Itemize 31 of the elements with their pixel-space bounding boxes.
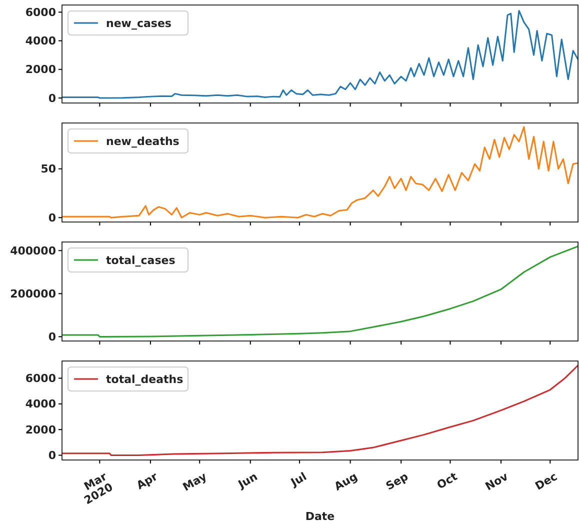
y-tick-label: 6000 — [25, 6, 56, 20]
x-tick-label: Jun — [235, 470, 260, 492]
y-tick-label: 0 — [48, 92, 56, 105]
y-tick-label: 4000 — [25, 34, 56, 48]
y-tick-label: 50 — [40, 162, 56, 176]
legend-label: total_deaths — [106, 372, 184, 386]
x-tick-label: Nov — [483, 470, 512, 494]
y-tick-label: 6000 — [25, 372, 56, 386]
y-tick-label: 0 — [48, 449, 56, 462]
y-tick-label: 4000 — [25, 398, 56, 411]
x-tick-label: Jul — [288, 470, 309, 490]
x-tick-label: Apr — [134, 470, 160, 492]
y-tick-label: 0 — [48, 330, 56, 344]
x-tick-label: Dec — [532, 470, 560, 493]
y-tick-label: 2000 — [25, 423, 56, 436]
legend-label: total_cases — [106, 254, 176, 267]
legend-label: new_cases — [106, 16, 172, 30]
line-series — [62, 126, 578, 218]
y-tick-label: 0 — [48, 211, 56, 224]
y-tick-label: 200000 — [10, 288, 56, 300]
line-series — [62, 364, 578, 456]
x-axis-title: Date — [305, 510, 335, 523]
y-tick-label: 2000 — [25, 63, 56, 76]
x-tick-label: Oct — [434, 470, 460, 492]
x-tick-label: Sep — [384, 470, 411, 493]
line-series — [62, 10, 578, 99]
legend-label: new_deaths — [106, 134, 180, 148]
y-tick-label: 400000 — [10, 244, 56, 258]
line-series — [62, 246, 578, 338]
x-tick-label: Aug — [332, 470, 360, 494]
x-tick-label: May — [180, 470, 209, 494]
